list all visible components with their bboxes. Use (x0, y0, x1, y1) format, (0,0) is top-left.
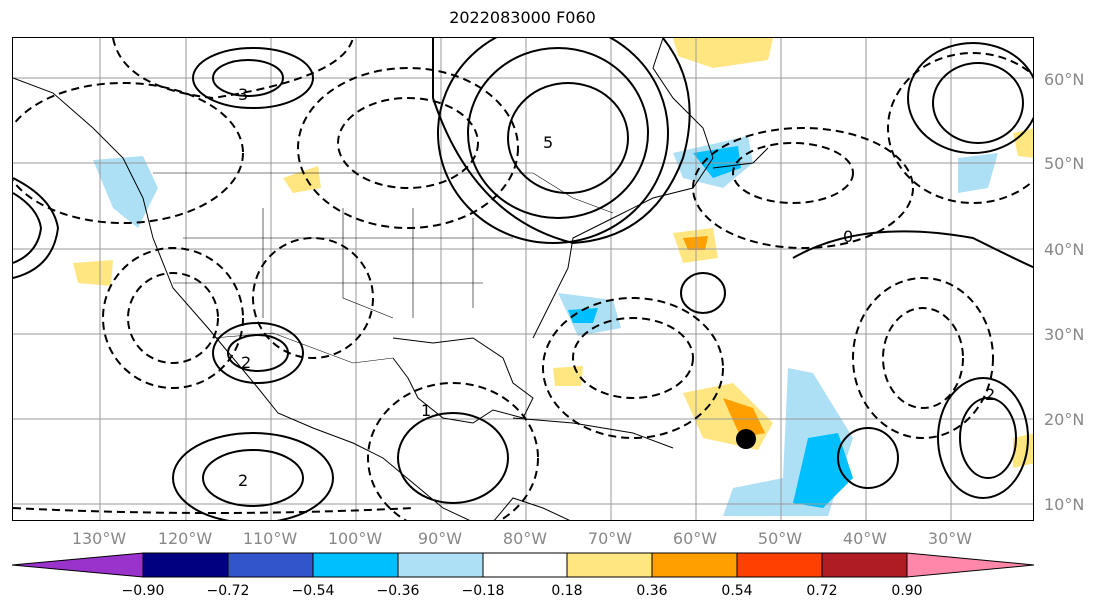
positive-contours (13, 38, 1033, 520)
lon-label: 130°W (71, 529, 127, 548)
lat-label: 20°N (1044, 410, 1085, 429)
colorbar-segment (736, 552, 823, 578)
contour-label-sw-low: 2 (241, 353, 251, 372)
graticule (13, 38, 1033, 520)
colorbar-segment (397, 552, 484, 578)
colorbar-segment (12, 552, 144, 578)
lon-label: 90°W (417, 529, 463, 548)
colorbar-segment (651, 552, 738, 578)
map-canvas: 5 2 2 1 0 2 3 (13, 38, 1033, 520)
lon-label: 60°W (672, 529, 718, 548)
lon-label: 30°W (927, 529, 973, 548)
contour-label-ne-high: 5 (543, 133, 553, 152)
lat-label: 30°N (1044, 325, 1085, 344)
negative-contours (13, 38, 1033, 520)
storm-center-marker[interactable] (736, 429, 756, 449)
lon-label: 50°W (757, 529, 803, 548)
lat-label: 50°N (1044, 154, 1085, 173)
colorbar-tick: 0.36 (636, 583, 668, 599)
shading-layer (73, 38, 1033, 516)
lon-label: 110°W (242, 529, 298, 548)
colorbar-segment (312, 552, 399, 578)
contour-label-zero-mid: 0 (843, 227, 853, 246)
contour-label-gulf-low: 1 (421, 401, 431, 420)
contour-labels: 5 2 2 1 0 2 3 (238, 85, 995, 490)
lon-label: 100°W (327, 529, 383, 548)
colorbar-tick: 0.54 (721, 583, 753, 599)
colorbar-tick: 0.72 (806, 583, 838, 599)
colorbar-segment (906, 552, 1035, 578)
contour-label-mexico-high: 2 (238, 471, 248, 490)
map-title: 2022083000 F060 (449, 8, 596, 27)
colorbar-tick: −0.90 (121, 583, 165, 599)
contour-label-atl-high: 2 (985, 385, 995, 404)
lon-label: 120°W (157, 529, 213, 548)
colorbar-tick: −0.36 (376, 583, 420, 599)
lat-label: 10°N (1044, 495, 1085, 514)
colorbar-tick: 0.90 (891, 583, 923, 599)
colorbar-tick: −0.54 (291, 583, 335, 599)
coastlines (13, 38, 769, 520)
colorbar-segment (142, 552, 229, 578)
lon-label: 40°W (842, 529, 888, 548)
lon-label: 70°W (587, 529, 633, 548)
lat-label: 60°N (1044, 70, 1085, 89)
colorbar-tick: −0.72 (206, 583, 250, 599)
colorbar-tick: 0.18 (551, 583, 583, 599)
colorbar-tick: −0.18 (461, 583, 505, 599)
colorbar-segment (821, 552, 908, 578)
lon-label: 80°W (502, 529, 548, 548)
colorbar-segment (227, 552, 314, 578)
colorbar (12, 552, 1035, 578)
colorbar-segment (566, 552, 653, 578)
colorbar-segment (482, 552, 568, 578)
lat-label: 40°N (1044, 240, 1085, 259)
contour-label-north-ridge: 3 (238, 85, 248, 104)
map-panel[interactable]: 5 2 2 1 0 2 3 (12, 37, 1034, 521)
